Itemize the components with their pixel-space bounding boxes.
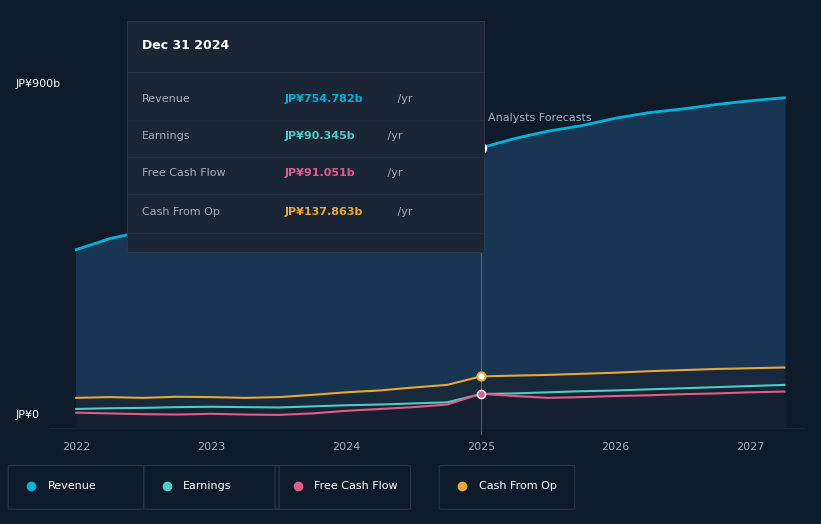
- Text: JP¥0: JP¥0: [16, 410, 39, 420]
- Text: Free Cash Flow: Free Cash Flow: [141, 168, 225, 178]
- Text: JP¥91.051b: JP¥91.051b: [284, 168, 355, 178]
- Text: Cash From Op: Cash From Op: [479, 481, 557, 491]
- Text: /yr: /yr: [394, 94, 413, 104]
- Text: JP¥90.345b: JP¥90.345b: [284, 131, 355, 141]
- Text: /yr: /yr: [384, 131, 403, 141]
- Text: JP¥754.782b: JP¥754.782b: [284, 94, 363, 104]
- Text: Free Cash Flow: Free Cash Flow: [314, 481, 398, 491]
- Text: Earnings: Earnings: [141, 131, 190, 141]
- Text: Dec 31 2024: Dec 31 2024: [141, 39, 229, 52]
- Text: /yr: /yr: [384, 168, 403, 178]
- Point: [475, 390, 488, 398]
- Text: Revenue: Revenue: [48, 481, 96, 491]
- Text: Past: Past: [451, 113, 475, 123]
- Point: [475, 144, 488, 152]
- Text: Earnings: Earnings: [183, 481, 232, 491]
- Text: Cash From Op: Cash From Op: [141, 208, 219, 217]
- Text: JP¥137.863b: JP¥137.863b: [284, 208, 363, 217]
- Point: [475, 372, 488, 380]
- Text: Revenue: Revenue: [141, 94, 190, 104]
- Text: Analysts Forecasts: Analysts Forecasts: [488, 113, 591, 123]
- Text: JP¥900b: JP¥900b: [16, 79, 61, 89]
- Text: /yr: /yr: [394, 208, 413, 217]
